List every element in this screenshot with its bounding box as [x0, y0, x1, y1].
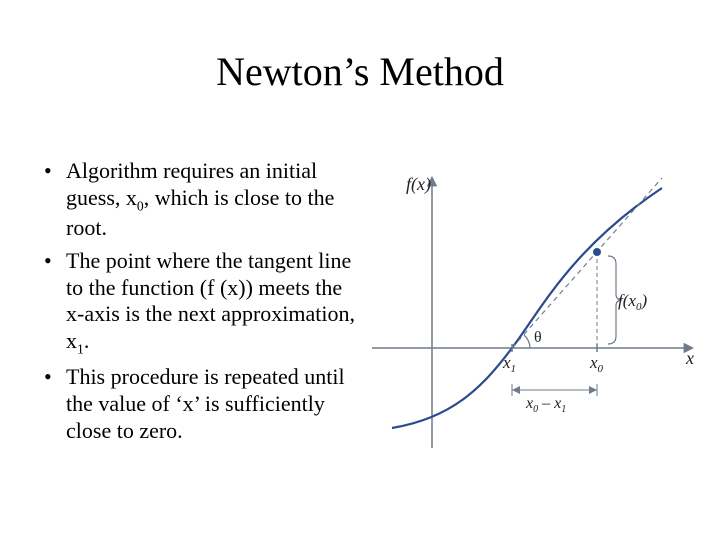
- bullet-sub: 0: [137, 198, 144, 213]
- span-arrow-l-icon: [512, 386, 520, 394]
- bullet-item: The point where the tangent line to the …: [60, 248, 360, 359]
- label-f-of-x: f(x): [406, 174, 431, 195]
- theta-arc-icon: [524, 335, 530, 348]
- bullet-sub: 1: [77, 342, 84, 357]
- bullet-item: This procedure is repeated until the val…: [60, 364, 360, 448]
- label-x0: x0: [589, 353, 604, 375]
- label-span: x0 – x1: [525, 395, 566, 415]
- label-x1: x1: [502, 353, 516, 375]
- label-x-axis: x: [685, 348, 694, 368]
- bullet-text-post: .: [84, 328, 90, 353]
- bullet-text-pre: The point where the tangent line to the …: [66, 248, 355, 353]
- label-f-of-x0: f(x0): [618, 291, 647, 313]
- tangent-point-icon: [593, 248, 601, 256]
- slide: Newton’s Method Algorithm requires an in…: [0, 0, 720, 540]
- label-theta: θ: [534, 329, 542, 346]
- bullet-list: Algorithm requires an initial guess, x0,…: [40, 158, 360, 448]
- bullet-text-pre: This procedure is repeated until the val…: [66, 364, 345, 443]
- span-arrow-r-icon: [589, 386, 597, 394]
- bullet-column: Algorithm requires an initial guess, x0,…: [40, 158, 360, 454]
- tangent-line: [512, 178, 662, 348]
- slide-title: Newton’s Method: [0, 48, 720, 95]
- newton-method-figure: f(x) x x0 x1 f(x0) θ x0 – x1: [362, 158, 702, 458]
- bullet-item: Algorithm requires an initial guess, x0,…: [60, 158, 360, 242]
